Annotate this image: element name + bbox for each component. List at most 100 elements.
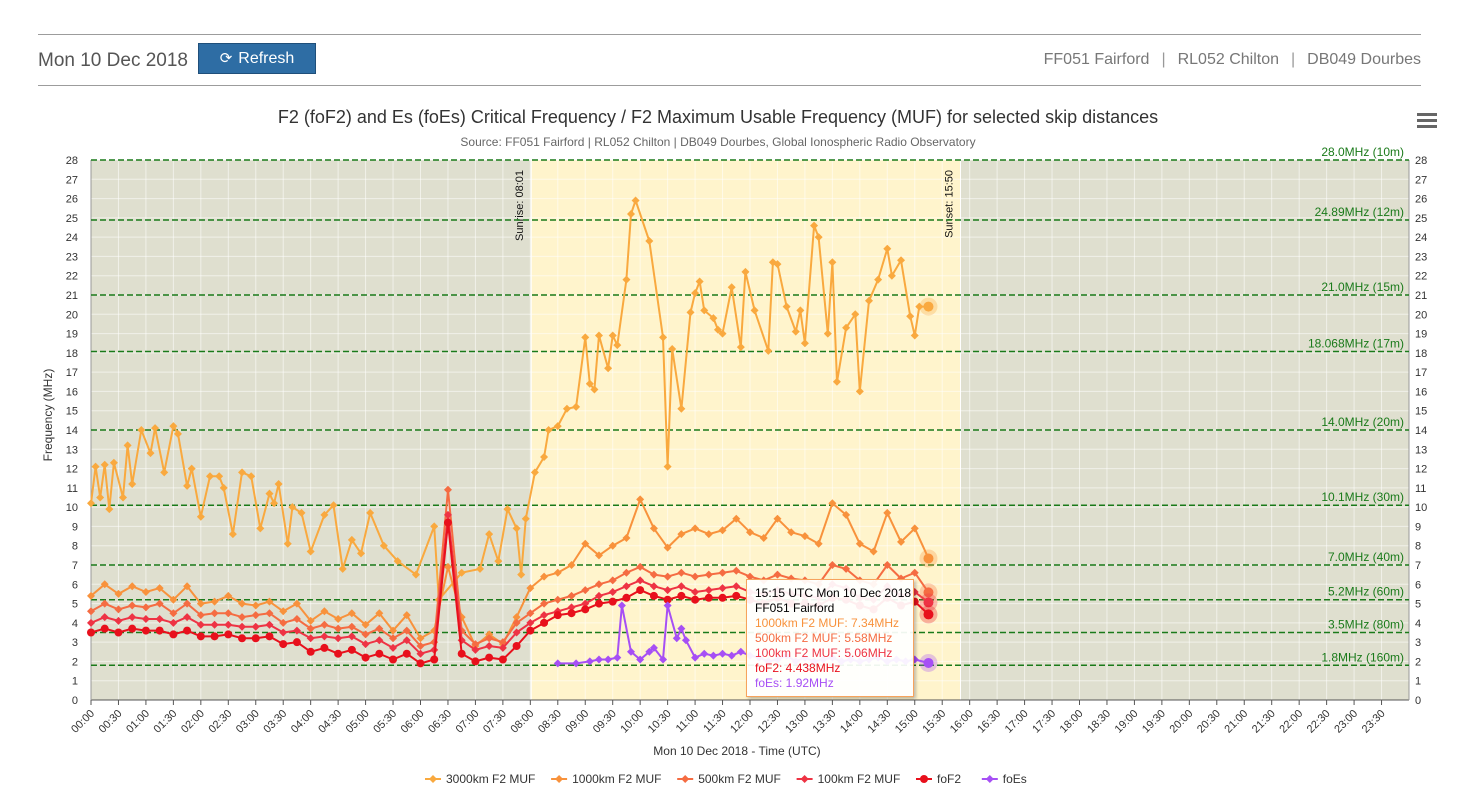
data-point (585, 657, 594, 666)
data-point (704, 593, 713, 602)
legend-item[interactable]: 500km F2 MUF (677, 772, 781, 786)
data-point (622, 582, 631, 591)
data-point (709, 651, 718, 660)
y-tick-label-right: 14 (1415, 425, 1427, 437)
data-point (279, 628, 288, 637)
data-point (411, 570, 420, 579)
data-point (512, 628, 521, 637)
chart-menu-icon[interactable] (1417, 113, 1437, 129)
data-point (389, 655, 398, 664)
data-point (636, 576, 645, 585)
data-point (279, 618, 288, 627)
y-tick-label: 24 (66, 232, 78, 244)
data-point (123, 441, 132, 450)
data-point (562, 404, 571, 413)
data-point (581, 539, 590, 548)
y-tick-label: 19 (66, 329, 78, 341)
data-point (553, 595, 562, 604)
data-point (219, 483, 228, 492)
y-tick-label: 28 (66, 155, 78, 167)
data-point (540, 611, 549, 620)
data-point (389, 643, 398, 652)
data-point (306, 634, 315, 643)
data-point (471, 645, 480, 654)
data-point (141, 615, 150, 623)
x-tick-label: 00:00 (69, 708, 97, 736)
data-point (677, 591, 686, 600)
data-point (297, 508, 306, 517)
data-point (334, 634, 343, 643)
data-point (736, 647, 745, 656)
data-point (169, 630, 178, 639)
x-tick-label: 10:30 (646, 708, 674, 736)
data-point (119, 493, 128, 502)
data-point (910, 568, 919, 577)
y-tick-label: 7 (72, 560, 78, 572)
data-point (292, 626, 301, 635)
legend-item[interactable]: 1000km F2 MUF (551, 772, 661, 786)
data-point (210, 597, 219, 606)
data-point (485, 642, 494, 650)
separator: | (1291, 51, 1296, 68)
data-point (105, 505, 114, 514)
data-point (416, 642, 425, 650)
station-link[interactable]: RL052 Chilton (1177, 51, 1279, 68)
station-link[interactable]: DB049 Dourbes (1307, 51, 1421, 68)
y-tick-label: 6 (72, 579, 78, 591)
data-point (855, 539, 864, 548)
data-point (540, 453, 549, 461)
data-point (196, 632, 205, 641)
data-point (668, 345, 677, 353)
data-point (663, 586, 672, 595)
data-point (691, 588, 700, 596)
x-tick-label: 17:00 (1003, 708, 1031, 736)
tooltip-time: 15:15 UTC Mon 10 Dec 2018 (755, 586, 912, 600)
band-label: 24.89MHz (12m) (1315, 205, 1404, 219)
y-tick-label-right: 11 (1415, 483, 1426, 495)
hover-marker (923, 587, 934, 598)
data-point (608, 597, 617, 606)
data-point (800, 339, 809, 348)
x-tick-label: 07:30 (481, 708, 509, 736)
data-point (210, 620, 219, 629)
x-tick-label: 02:00 (179, 708, 207, 736)
x-tick-label: 11:00 (674, 708, 701, 735)
refresh-button[interactable]: ⟳ Refresh (198, 43, 316, 74)
data-point (91, 462, 100, 471)
data-point (718, 584, 727, 593)
data-point (553, 422, 562, 431)
data-point (869, 547, 878, 556)
data-point (645, 647, 654, 656)
data-point (553, 568, 562, 577)
data-point (430, 655, 439, 664)
x-tick-label: 13:00 (783, 708, 811, 736)
legend-item[interactable]: foEs (981, 772, 1027, 786)
x-tick-label: 12:00 (728, 708, 756, 736)
data-point (663, 462, 672, 471)
y-tick-label: 12 (66, 464, 78, 476)
legend-item[interactable]: 3000km F2 MUF (425, 772, 535, 786)
data-point (443, 562, 452, 571)
chart-tooltip: 15:15 UTC Mon 10 Dec 2018 FF051 Fairford… (746, 579, 914, 697)
station-link[interactable]: FF051 Fairford (1043, 51, 1150, 68)
data-point (169, 609, 178, 618)
date-label: Mon 10 Dec 2018 (38, 50, 188, 71)
data-point (631, 196, 640, 205)
data-point (361, 640, 370, 649)
data-point (457, 649, 466, 658)
data-point (608, 541, 617, 550)
data-point (443, 510, 452, 519)
data-point (736, 343, 745, 352)
data-point (691, 653, 700, 662)
data-point (746, 572, 754, 581)
hover-marker (923, 597, 934, 608)
y-tick-label-right: 2 (1415, 656, 1421, 668)
legend-item[interactable]: foF2 (916, 772, 961, 786)
data-point (727, 651, 736, 660)
legend-item[interactable]: 100km F2 MUF (796, 772, 901, 786)
band-label: 1.8MHz (160m) (1321, 650, 1404, 664)
x-tick-label: 09:30 (591, 708, 619, 736)
data-point (141, 626, 150, 635)
data-point (572, 402, 581, 411)
